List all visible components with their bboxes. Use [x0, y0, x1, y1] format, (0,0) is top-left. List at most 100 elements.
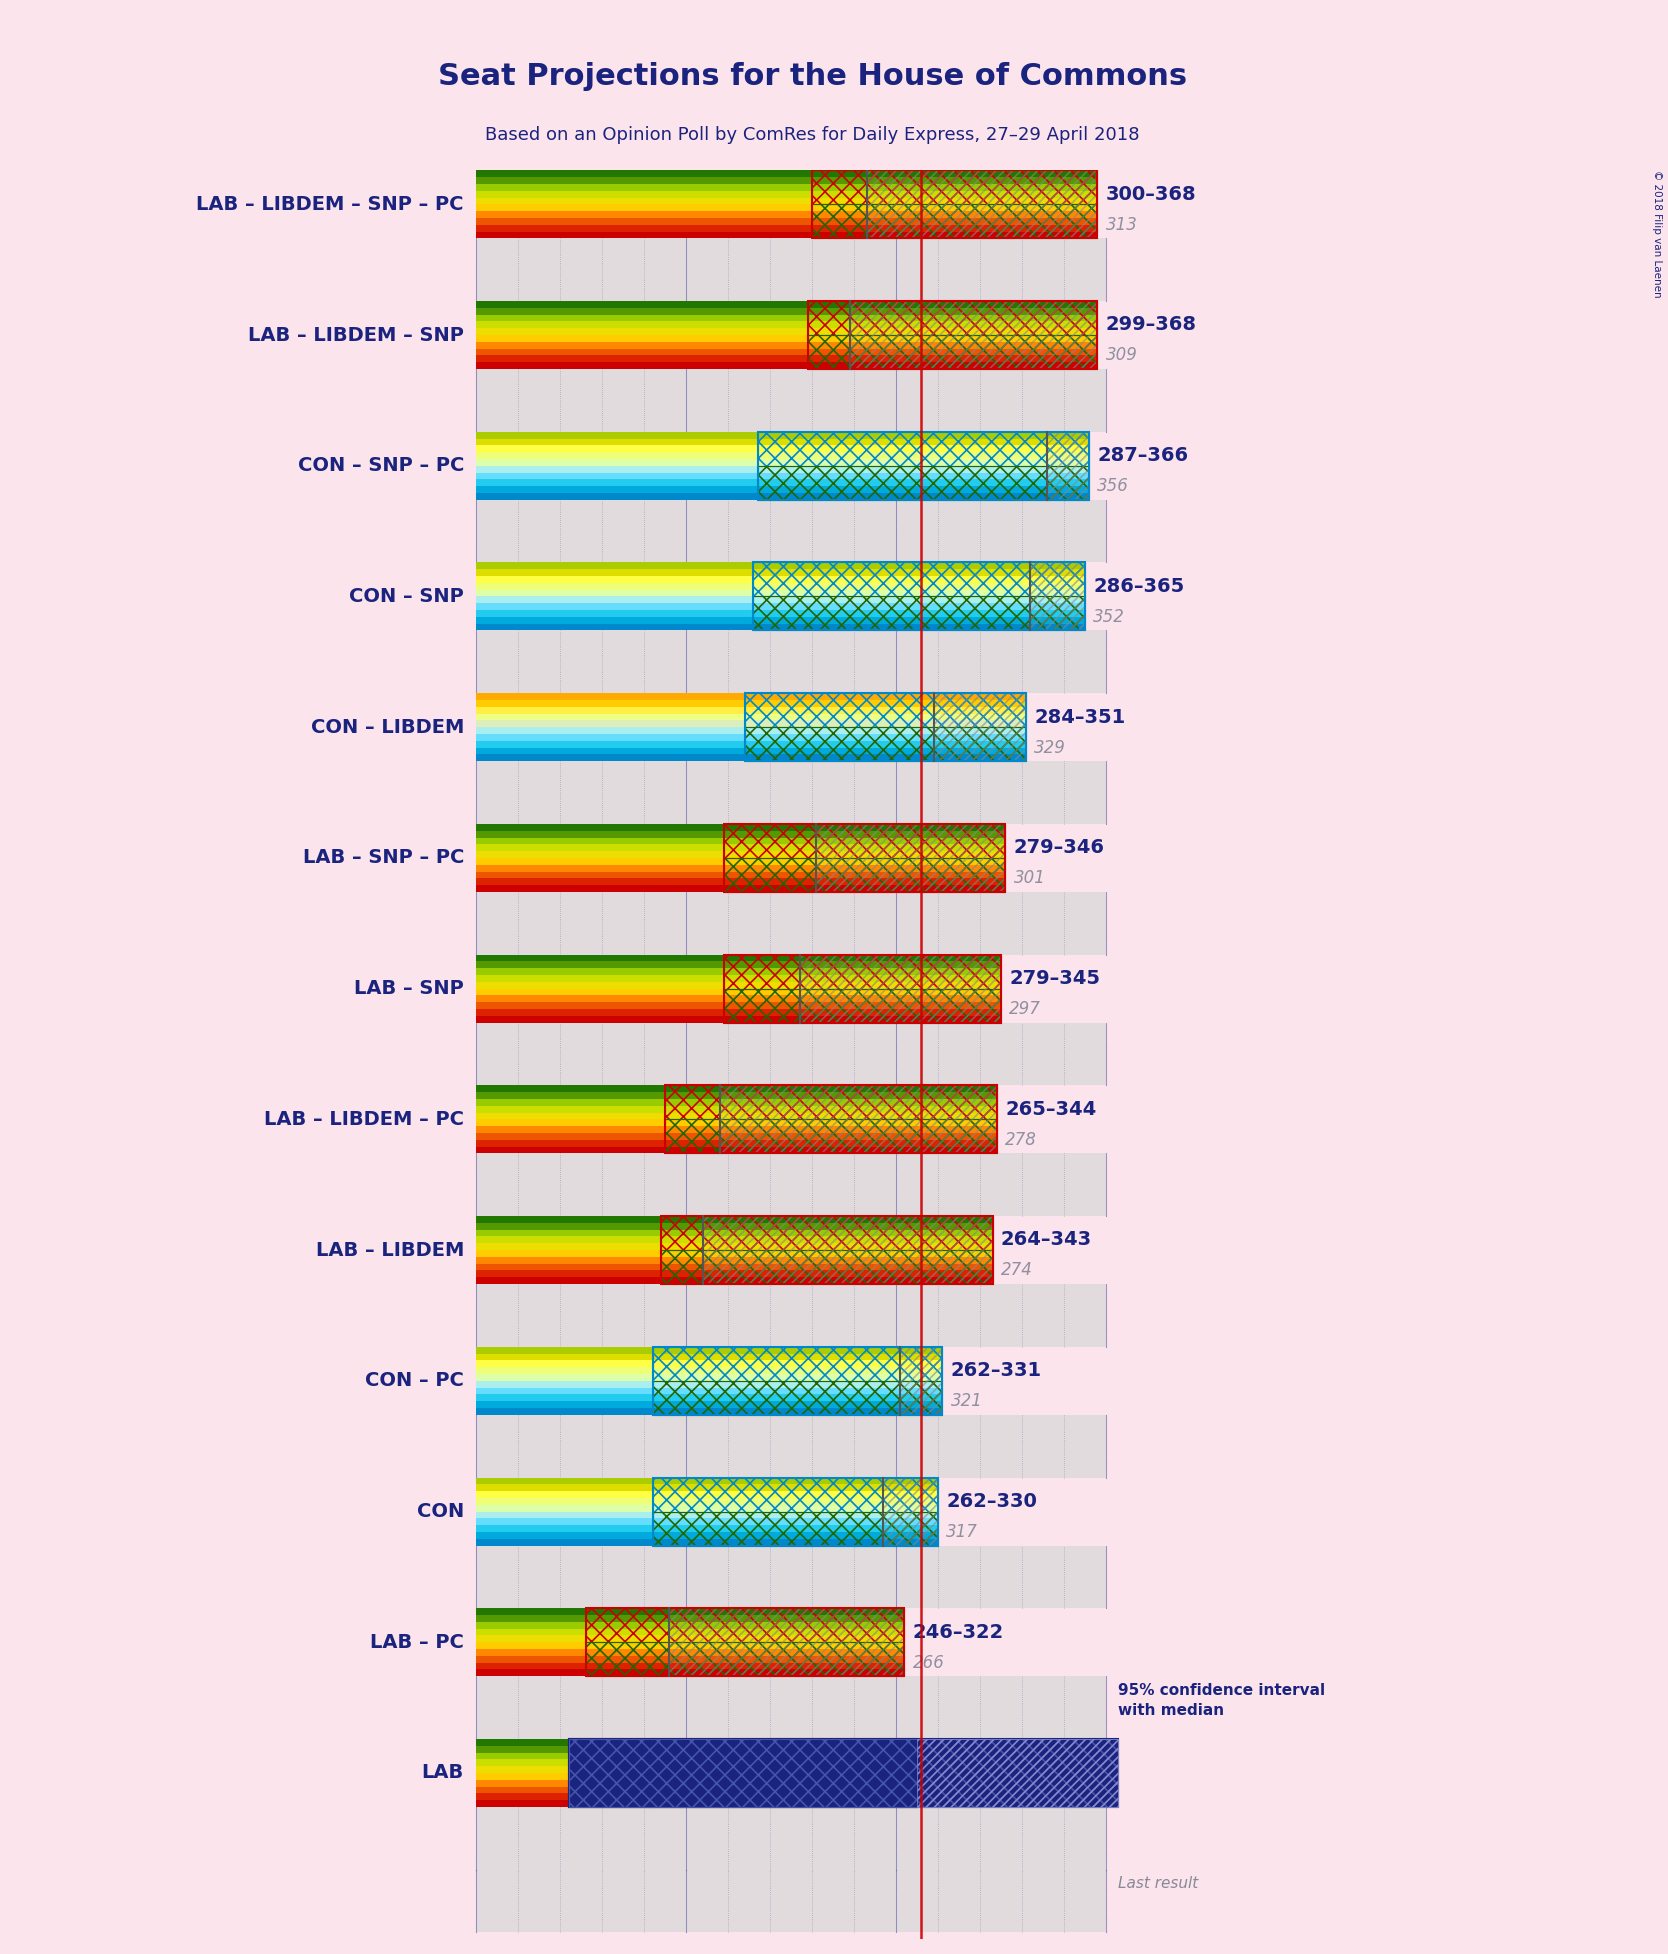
Bar — [477, 473, 757, 479]
Bar — [477, 995, 724, 1002]
Bar — [724, 825, 1006, 891]
Bar — [661, 1278, 992, 1284]
Text: 279–346: 279–346 — [1014, 838, 1104, 858]
Bar — [477, 1491, 652, 1499]
Bar — [652, 1387, 942, 1395]
Text: 313: 313 — [1106, 215, 1138, 234]
Bar — [569, 1739, 1118, 1807]
Bar — [757, 487, 1089, 492]
Bar — [812, 191, 1098, 197]
Bar — [477, 191, 812, 197]
Bar — [585, 1608, 904, 1677]
Bar — [477, 989, 724, 995]
Bar — [746, 700, 1026, 707]
Bar — [477, 1401, 652, 1409]
Bar — [757, 432, 1089, 465]
Bar — [724, 830, 1006, 838]
Bar — [652, 1526, 937, 1532]
Bar — [569, 1739, 917, 1807]
Bar — [477, 735, 746, 741]
Bar — [477, 1807, 1106, 1870]
Text: 287–366: 287–366 — [1098, 446, 1189, 465]
Text: LAB – LIBDEM – SNP – PC: LAB – LIBDEM – SNP – PC — [197, 195, 464, 213]
Bar — [477, 487, 757, 492]
Bar — [754, 596, 1084, 604]
Bar — [569, 1739, 917, 1745]
Bar — [477, 631, 1106, 694]
Bar — [807, 342, 1098, 348]
Bar — [812, 219, 1098, 225]
Text: 352: 352 — [1093, 608, 1126, 625]
Bar — [652, 1739, 917, 1807]
Bar — [807, 301, 1098, 334]
Bar — [477, 885, 724, 891]
Bar — [477, 1243, 661, 1251]
Bar — [754, 623, 1084, 631]
Text: 297: 297 — [1009, 1000, 1041, 1018]
Bar — [666, 1112, 997, 1120]
Bar — [652, 1346, 942, 1415]
Bar — [569, 1800, 917, 1807]
Bar — [477, 1641, 585, 1649]
Bar — [477, 1800, 569, 1807]
Bar — [652, 1381, 942, 1387]
Bar — [477, 1098, 666, 1106]
Bar — [661, 1215, 992, 1223]
Bar — [746, 727, 1026, 735]
Text: 246–322: 246–322 — [912, 1622, 1004, 1641]
Bar — [477, 1106, 666, 1112]
Bar — [477, 446, 757, 451]
Bar — [669, 1608, 904, 1677]
Bar — [477, 1772, 569, 1780]
Bar — [477, 1485, 652, 1491]
Bar — [477, 1374, 652, 1381]
Bar — [652, 1477, 937, 1485]
Bar — [477, 309, 807, 315]
Bar — [477, 369, 1106, 432]
Text: 299–368: 299–368 — [1106, 315, 1196, 334]
Bar — [724, 1008, 1001, 1016]
Bar — [477, 727, 746, 735]
Bar — [477, 877, 724, 885]
Bar — [477, 1354, 652, 1360]
Bar — [585, 1630, 904, 1635]
Bar — [477, 459, 757, 465]
Text: LAB – LIBDEM – PC: LAB – LIBDEM – PC — [264, 1110, 464, 1129]
Bar — [477, 348, 807, 356]
Bar — [724, 825, 1006, 858]
Bar — [724, 989, 1001, 1022]
Bar — [477, 432, 757, 438]
Bar — [477, 1759, 569, 1766]
Bar — [477, 1084, 666, 1092]
Bar — [477, 225, 812, 231]
Bar — [724, 1016, 1001, 1022]
Bar — [477, 700, 746, 707]
Bar — [666, 1098, 997, 1106]
Bar — [477, 1133, 666, 1139]
Bar — [724, 975, 1001, 981]
Bar — [477, 1237, 661, 1243]
Bar — [652, 1512, 937, 1518]
Bar — [754, 617, 1084, 623]
Bar — [477, 1223, 661, 1229]
Text: CON – PC: CON – PC — [365, 1372, 464, 1391]
Bar — [652, 1518, 937, 1526]
Bar — [724, 995, 1001, 1002]
Bar — [569, 1759, 917, 1766]
Bar — [585, 1635, 904, 1641]
Bar — [477, 1360, 652, 1368]
Bar — [477, 1008, 724, 1016]
Text: 95% confidence interval
with median: 95% confidence interval with median — [1118, 1682, 1326, 1718]
Bar — [812, 205, 1098, 238]
Text: CON – SNP: CON – SNP — [349, 586, 464, 606]
Bar — [724, 956, 1001, 961]
Bar — [477, 891, 1106, 956]
Bar — [652, 1477, 937, 1546]
Bar — [585, 1622, 904, 1630]
Text: 356: 356 — [1098, 477, 1129, 494]
Bar — [477, 975, 724, 981]
Bar — [666, 1147, 997, 1153]
Bar — [757, 465, 1089, 500]
Bar — [812, 170, 1098, 238]
Bar — [746, 694, 1026, 762]
